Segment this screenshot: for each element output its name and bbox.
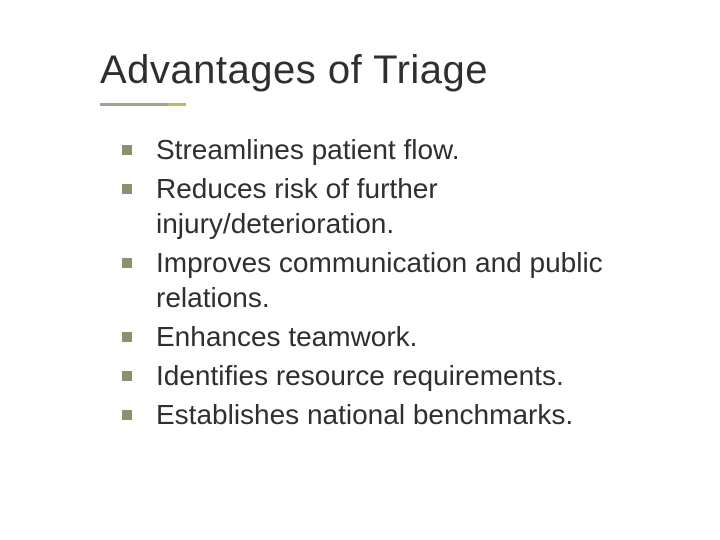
- slide: Advantages of Triage Streamlines patient…: [0, 0, 720, 540]
- bullet-item: Enhances teamwork.: [122, 319, 660, 354]
- bullet-item: Reduces risk of further injury/deteriora…: [122, 171, 660, 241]
- title-underline: [100, 103, 640, 106]
- underline-short: [168, 103, 186, 106]
- underline-long: [100, 103, 168, 106]
- bullet-item: Establishes national benchmarks.: [122, 397, 660, 432]
- bullet-item: Improves communication and public relati…: [122, 245, 660, 315]
- slide-title: Advantages of Triage: [100, 48, 660, 93]
- bullet-list: Streamlines patient flow. Reduces risk o…: [100, 132, 660, 432]
- bullet-item: Streamlines patient flow.: [122, 132, 660, 167]
- bullet-item: Identifies resource requirements.: [122, 358, 660, 393]
